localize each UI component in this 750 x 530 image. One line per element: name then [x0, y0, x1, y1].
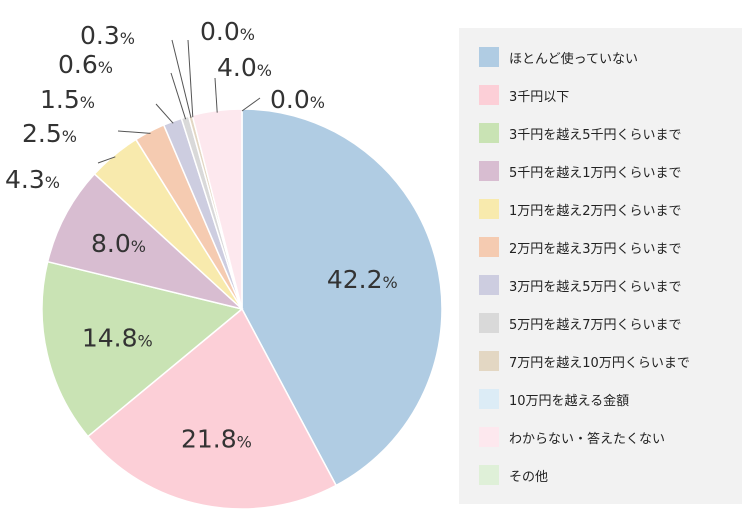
legend-swatch — [479, 47, 499, 67]
leader-line — [187, 39, 194, 118]
legend-item: 1万円を越え2万円くらいまで — [459, 190, 742, 228]
pie-slice — [41, 260, 244, 438]
pie-slice — [86, 307, 338, 510]
data-label: 8.0% — [91, 229, 146, 258]
legend-swatch — [479, 85, 499, 105]
legend-item: 5万円を越え7万円くらいまで — [459, 304, 742, 342]
leader-line — [155, 103, 174, 124]
legend: ほとんど使っていない 3千円以下 3千円を越え5千円くらいまで 5千円を越え1万円くら… — [459, 28, 742, 504]
legend-label: 3万円を越え5万円くらいまで — [509, 279, 682, 295]
data-label: 14.8% — [82, 324, 153, 353]
legend-swatch — [479, 351, 499, 371]
legend-label: その他 — [509, 469, 549, 485]
legend-swatch — [479, 237, 499, 257]
legend-label: 10万円を越える金額 — [509, 393, 630, 409]
legend-item: ほとんど使っていない — [459, 38, 742, 76]
legend-swatch — [479, 465, 499, 485]
leader-line — [117, 130, 151, 134]
leader-line — [170, 72, 187, 120]
data-label: 0.3% — [80, 21, 135, 50]
data-label: 0.0% — [270, 85, 325, 114]
leader-line — [97, 156, 116, 164]
legend-label: わからない・答えたくない — [509, 431, 666, 447]
data-label: 4.0% — [217, 53, 272, 82]
legend-item: 3千円以下 — [459, 76, 742, 114]
legend-label: 3千円を越え5千円くらいまで — [509, 127, 682, 143]
data-label: 4.3% — [5, 165, 60, 194]
legend-label: 2万円を越え3万円くらいまで — [509, 241, 682, 257]
legend-label: 3千円以下 — [509, 89, 570, 105]
legend-label: 7万円を越え10万円くらいまで — [509, 355, 690, 371]
legend-label: 5千円を越え1万円くらいまで — [509, 165, 682, 181]
legend-swatch — [479, 427, 499, 447]
pie-slice — [46, 172, 243, 310]
leader-line — [214, 77, 218, 113]
legend-swatch — [479, 161, 499, 181]
legend-item: 10万円を越える金額 — [459, 380, 742, 418]
pie-slice — [241, 108, 443, 487]
legend-swatch — [479, 313, 499, 333]
legend-swatch — [479, 123, 499, 143]
data-label: 1.5% — [40, 85, 95, 114]
legend-item: 5千円を越え1万円くらいまで — [459, 152, 742, 190]
data-label: 42.2% — [327, 265, 398, 294]
leader-line — [171, 39, 192, 118]
legend-item: わからない・答えたくない — [459, 418, 742, 456]
leader-line — [241, 97, 261, 112]
data-label: 0.6% — [58, 50, 113, 79]
legend-item: その他 — [459, 456, 742, 494]
legend-item: 3千円を越え5千円くらいまで — [459, 114, 742, 152]
legend-item: 7万円を越え10万円くらいまで — [459, 342, 742, 380]
legend-label: 1万円を越え2万円くらいまで — [509, 203, 682, 219]
legend-label: 5万円を越え7万円くらいまで — [509, 317, 682, 333]
legend-label: ほとんど使っていない — [509, 51, 638, 67]
legend-swatch — [479, 389, 499, 409]
data-label: 0.0% — [200, 17, 255, 46]
data-label: 21.8% — [181, 425, 252, 454]
legend-swatch — [479, 199, 499, 219]
legend-item: 3万円を越え5万円くらいまで — [459, 266, 742, 304]
data-label: 2.5% — [22, 119, 77, 148]
pie-chart: 42.2% 21.8% 14.8% 8.0% 4.3% 2.5% 1.5% 0.6%0.3% 0… — [5, 17, 443, 510]
legend-swatch — [479, 275, 499, 295]
legend-item: 2万円を越え3万円くらいまで — [459, 228, 742, 266]
